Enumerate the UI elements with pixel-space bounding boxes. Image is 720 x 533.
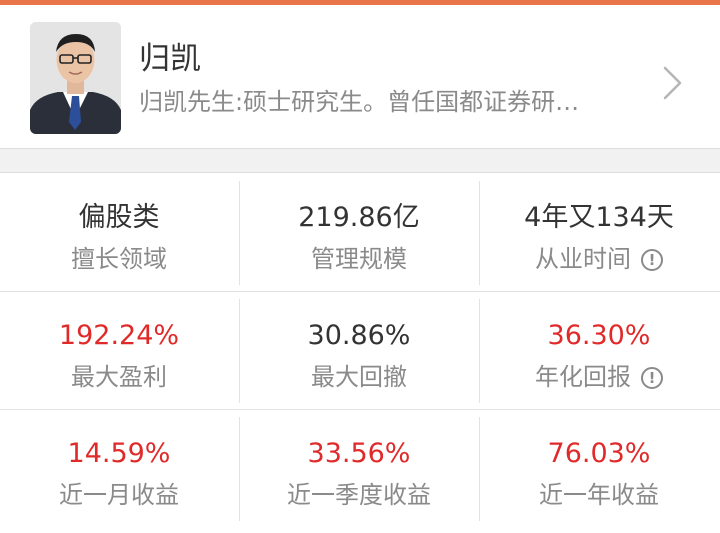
stat-return-1m: 14.59% 近一月收益	[0, 409, 238, 527]
stat-value: 192.24%	[58, 320, 180, 351]
divider	[0, 291, 720, 292]
stat-value: 偏股类	[78, 202, 160, 233]
divider	[239, 299, 240, 403]
stat-label-row: 从业时间!	[480, 243, 718, 275]
divider	[239, 417, 240, 521]
stat-value: 4年又134天	[524, 202, 674, 233]
stat-value: 33.56%	[307, 438, 411, 469]
divider	[479, 181, 480, 285]
divider	[479, 417, 480, 521]
stat-value: 76.03%	[547, 438, 651, 469]
stat-label: 年化回报	[535, 363, 631, 391]
stats-grid: 偏股类 擅长领域 219.86亿 管理规模 4年又134天 从业时间! 192.…	[0, 172, 720, 533]
stat-label: 最大回撤	[311, 363, 407, 391]
manager-profile-card[interactable]: 归凯 归凯先生:硕士研究生。曾任国都证券研…	[0, 5, 720, 149]
chevron-right-icon[interactable]	[660, 61, 686, 105]
stat-max-gain: 192.24% 最大盈利	[0, 291, 238, 409]
stat-label: 最大盈利	[71, 363, 167, 391]
stat-label: 管理规模	[311, 245, 407, 273]
stat-tenure: 4年又134天 从业时间!	[480, 173, 718, 291]
manager-avatar	[30, 22, 121, 134]
stat-return-3m: 33.56% 近一季度收益	[240, 409, 478, 527]
stat-max-drawdown: 30.86% 最大回撤	[240, 291, 478, 409]
stat-label: 近一季度收益	[287, 481, 431, 509]
stat-label: 擅长领域	[71, 245, 167, 273]
stat-value: 14.59%	[67, 438, 171, 469]
stat-annualized-return: 36.30% 年化回报!	[480, 291, 718, 409]
stat-label: 近一年收益	[539, 481, 659, 509]
stat-value: 30.86%	[307, 320, 411, 351]
stat-label: 近一月收益	[59, 481, 179, 509]
info-icon[interactable]: !	[641, 367, 663, 389]
info-icon[interactable]: !	[641, 249, 663, 271]
manager-name: 归凯	[139, 41, 201, 77]
stat-value: 219.86亿	[298, 202, 420, 233]
divider	[0, 409, 720, 410]
stat-label: 从业时间	[535, 245, 631, 273]
stat-label-row: 年化回报!	[480, 361, 718, 393]
divider	[239, 181, 240, 285]
divider	[479, 299, 480, 403]
stat-value: 36.30%	[547, 320, 651, 351]
top-accent-line	[0, 0, 720, 5]
stat-return-1y: 76.03% 近一年收益	[480, 409, 718, 527]
stat-fund-size: 219.86亿 管理规模	[240, 173, 478, 291]
stat-specialty: 偏股类 擅长领域	[0, 173, 238, 291]
manager-description: 归凯先生:硕士研究生。曾任国都证券研…	[139, 88, 580, 116]
